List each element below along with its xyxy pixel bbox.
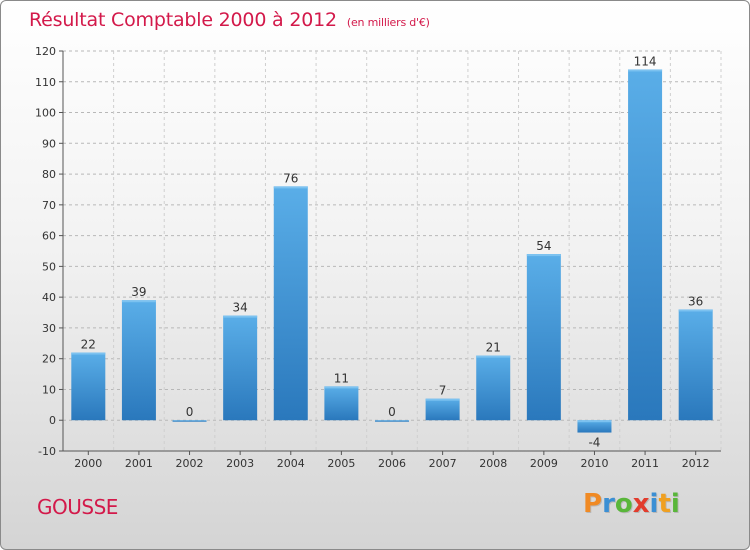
x-tick-label: 2007 bbox=[429, 457, 457, 470]
x-tick-label: 2009 bbox=[530, 457, 558, 470]
x-tick-label: 2004 bbox=[277, 457, 305, 470]
y-tick-label: 110 bbox=[35, 76, 56, 89]
bar-2011 bbox=[628, 69, 663, 421]
y-tick-label: 20 bbox=[42, 353, 56, 366]
bar-highlight bbox=[273, 186, 308, 189]
bar-2012 bbox=[678, 309, 713, 421]
bar-highlight bbox=[324, 386, 359, 389]
y-tick-label: 80 bbox=[42, 168, 56, 181]
x-tick-label: 2001 bbox=[125, 457, 153, 470]
bar-highlight bbox=[678, 309, 713, 312]
y-tick-label: 100 bbox=[35, 107, 56, 120]
data-label: 0 bbox=[186, 405, 194, 419]
bar-highlight bbox=[425, 398, 460, 401]
x-tick-label: 2003 bbox=[226, 457, 254, 470]
data-label: 7 bbox=[439, 384, 447, 398]
y-tick-label: 60 bbox=[42, 230, 56, 243]
x-tick-label: 2010 bbox=[580, 457, 608, 470]
data-label: 21 bbox=[486, 341, 501, 355]
logo-letter: i bbox=[649, 489, 659, 519]
bar-2007 bbox=[425, 398, 460, 421]
y-tick-label: -10 bbox=[38, 445, 56, 458]
data-label: 76 bbox=[283, 171, 298, 185]
bar-2009 bbox=[526, 254, 561, 421]
y-tick-label: 0 bbox=[49, 414, 56, 427]
bars bbox=[71, 69, 713, 433]
y-tick-label: 50 bbox=[42, 260, 56, 273]
y-tick-label: 70 bbox=[42, 199, 56, 212]
bar-highlight bbox=[526, 254, 561, 257]
data-label: 22 bbox=[81, 338, 96, 352]
chart-title: Résultat Comptable 2000 à 2012 (en millie… bbox=[29, 9, 430, 31]
bar-highlight bbox=[476, 355, 511, 358]
x-tick-label: 2011 bbox=[631, 457, 659, 470]
logo-letter: r bbox=[602, 489, 615, 519]
chart-subtitle: (en milliers d'€) bbox=[346, 16, 430, 29]
y-tick-label: 120 bbox=[35, 45, 56, 58]
data-label: -4 bbox=[588, 436, 600, 450]
y-tick-labels: -10 0 10 20 30 40 50 60 70 80 90 100 110 120 bbox=[35, 45, 56, 458]
data-labels: 22 39 0 34 76 11 0 7 21 54 -4 114 36 bbox=[81, 54, 704, 449]
data-label: 39 bbox=[131, 285, 146, 299]
bar-2000 bbox=[71, 352, 106, 421]
bar-2002 bbox=[172, 420, 207, 422]
data-label: 11 bbox=[334, 371, 349, 385]
logo-letter: i bbox=[670, 489, 680, 519]
logo-letter: t bbox=[658, 489, 671, 519]
x-tick-label: 2012 bbox=[682, 457, 710, 470]
bar-2008 bbox=[476, 355, 511, 421]
bar-2004 bbox=[273, 186, 308, 421]
data-label: 36 bbox=[688, 294, 703, 308]
bar-highlight bbox=[121, 300, 156, 303]
bar-highlight bbox=[628, 69, 663, 72]
logo-letter: o bbox=[614, 489, 633, 519]
x-tick-label: 2008 bbox=[479, 457, 507, 470]
bar-2005 bbox=[324, 386, 359, 421]
x-tick-label: 2002 bbox=[176, 457, 204, 470]
x-tick-label: 2000 bbox=[74, 457, 102, 470]
y-tick-label: 90 bbox=[42, 137, 56, 150]
logo-letter: P bbox=[583, 489, 603, 519]
logo-letter: x bbox=[632, 489, 650, 519]
data-label: 34 bbox=[233, 301, 248, 315]
bar-highlight bbox=[71, 352, 106, 355]
data-label: 0 bbox=[388, 405, 396, 419]
bar-highlight bbox=[577, 420, 612, 423]
x-tick-label: 2005 bbox=[327, 457, 355, 470]
axes bbox=[59, 50, 721, 455]
bar-highlight bbox=[223, 315, 258, 318]
grid-lines bbox=[62, 50, 722, 452]
data-label: 114 bbox=[634, 54, 657, 68]
y-tick-label: 10 bbox=[42, 383, 56, 396]
x-tick-label: 2006 bbox=[378, 457, 406, 470]
bar-2003 bbox=[223, 315, 258, 421]
y-tick-label: 30 bbox=[42, 322, 56, 335]
x-tick-labels: 2000 2001 2002 2003 2004 2005 2006 2007 2008 2009… bbox=[74, 457, 709, 470]
proxiti-logo: Proxiti bbox=[583, 489, 680, 519]
bar-2001 bbox=[121, 300, 156, 421]
data-label: 54 bbox=[536, 239, 551, 253]
bar-2006 bbox=[375, 420, 409, 422]
chart-title-text: Résultat Comptable 2000 à 2012 bbox=[29, 9, 337, 31]
bar-2010 bbox=[577, 420, 612, 433]
commune-name: GOUSSE bbox=[37, 495, 118, 519]
y-tick-label: 40 bbox=[42, 291, 56, 304]
